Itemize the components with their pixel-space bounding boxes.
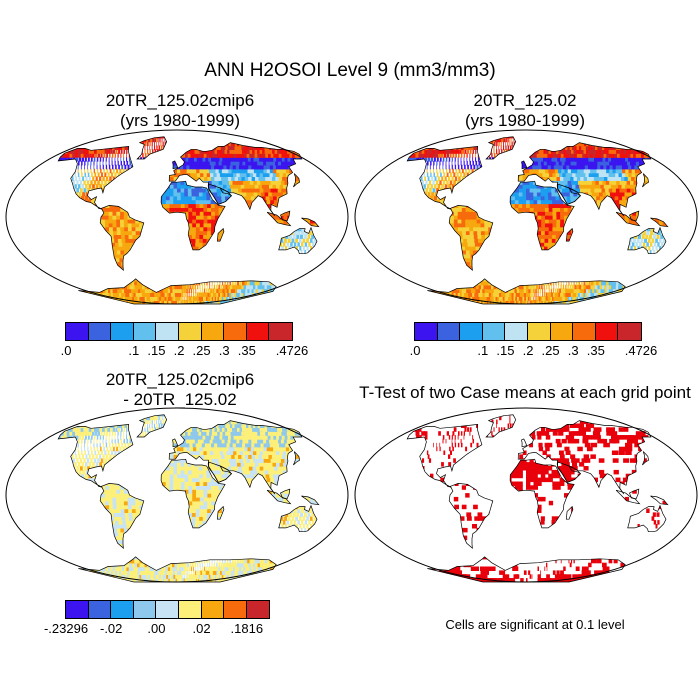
colorbar-box-3: [482, 323, 506, 340]
colorbar-tick-label: .0: [60, 343, 72, 358]
colorbar-tick-label: .2: [173, 343, 185, 358]
map-border: [5, 129, 349, 305]
map-border: [5, 407, 349, 583]
colorbar-box-6: [550, 323, 574, 340]
colorbar-tick-label: -.02: [99, 621, 123, 636]
panel-a-colorbar: .0 .1 .15 .2 .25 .3 .35 .4726: [61, 322, 308, 358]
colorbar-tick-label: .0: [409, 343, 421, 358]
colorbar-box-0: [66, 601, 89, 618]
colorbar-tick-label: .1: [128, 343, 140, 358]
colorbar-box-9: [618, 323, 641, 340]
colorbar-box-1: [88, 323, 112, 340]
colorbar-tick-label: .25: [192, 343, 211, 358]
colorbar-box-8: [595, 323, 619, 340]
colorbar-box-4: [505, 323, 528, 340]
colorbar-tick-label: .15: [496, 343, 515, 358]
colorbar-tick-label: .1816: [230, 621, 264, 636]
panel-b-title: 20TR_125.02 (yrs 1980-1999): [375, 91, 675, 131]
colorbar-tick-label: .25: [541, 343, 560, 358]
colorbar-box-0: [415, 323, 438, 340]
panel-b-map: [354, 129, 698, 305]
coastlines: [406, 414, 669, 583]
colorbar-box-8: [246, 323, 270, 340]
panel-d-title: T-Test of two Case means at each grid po…: [359, 383, 691, 402]
colorbar-box-5: [527, 323, 551, 340]
colorbar-tick-label: .1: [477, 343, 489, 358]
colorbar-tick-label: .35: [586, 343, 605, 358]
colorbar-box-9: [269, 323, 292, 340]
colorbar-tick-label: .3: [218, 343, 230, 358]
panel-a-title: 20TR_125.02cmip6 (yrs 1980-1999): [30, 91, 330, 131]
colorbar-box-3: [133, 601, 157, 618]
colorbar-tick-label: .00: [147, 621, 166, 636]
panel-c-colorbar: -.23296 -.02 .00 .02 .1816: [44, 600, 271, 636]
panel-c-title-line1: 20TR_125.02cmip6: [105, 370, 255, 389]
panel-a-title-line1: 20TR_125.02cmip6: [105, 91, 255, 110]
coastlines: [406, 136, 669, 305]
colorbar-box-7: [224, 323, 247, 340]
colorbar-box-5: [178, 323, 202, 340]
panel-a-map: [5, 129, 349, 305]
colorbar-box-1: [437, 323, 461, 340]
panel-c-title-line2: - 20TR_125.02: [123, 390, 237, 409]
significance-note: Cells are significant at 0.1 level: [445, 617, 625, 632]
panel-a-title-line2: (yrs 1980-1999): [119, 111, 240, 130]
colorbar-box-2: [111, 601, 134, 618]
panel-c-map: [5, 407, 349, 583]
colorbar-boxes: [414, 322, 642, 341]
colorbar-tick-label: .2: [522, 343, 534, 358]
colorbar-tick-label: .02: [192, 621, 211, 636]
map-border: [354, 407, 698, 583]
colorbar-box-4: [156, 601, 179, 618]
colorbar-box-6: [201, 323, 225, 340]
coastlines: [57, 136, 320, 305]
colorbar-box-7: [573, 323, 596, 340]
panel-b-colorbar: .0 .1 .15 .2 .25 .3 .35 .4726: [410, 322, 657, 358]
map-border: [354, 129, 698, 305]
colorbar-box-3: [133, 323, 157, 340]
colorbar-tick-label: -.23296: [43, 621, 89, 636]
colorbar-tick-label: .15: [147, 343, 166, 358]
colorbar-tick-label: .3: [567, 343, 579, 358]
colorbar-box-4: [156, 323, 179, 340]
colorbar-boxes: [65, 600, 271, 619]
coastlines: [57, 414, 320, 583]
panel-d-map: [354, 407, 698, 583]
colorbar-box-6: [201, 601, 225, 618]
figure-title: ANN H2OSOI Level 9 (mm3/mm3): [204, 60, 496, 81]
colorbar-box-2: [460, 323, 483, 340]
colorbar-box-7: [224, 601, 247, 618]
colorbar-box-0: [66, 323, 89, 340]
colorbar-tick-label: .4726: [624, 343, 658, 358]
colorbar-tick-label: .35: [237, 343, 256, 358]
colorbar-box-2: [111, 323, 134, 340]
colorbar-box-5: [178, 601, 202, 618]
colorbar-box-1: [88, 601, 112, 618]
colorbar-tick-label: .4726: [275, 343, 309, 358]
panel-b-title-line2: (yrs 1980-1999): [464, 111, 585, 130]
colorbar-box-8: [246, 601, 270, 618]
panel-c-title: 20TR_125.02cmip6 - 20TR_125.02: [30, 370, 330, 410]
panel-b-title-line1: 20TR_125.02: [473, 91, 577, 110]
colorbar-boxes: [65, 322, 293, 341]
